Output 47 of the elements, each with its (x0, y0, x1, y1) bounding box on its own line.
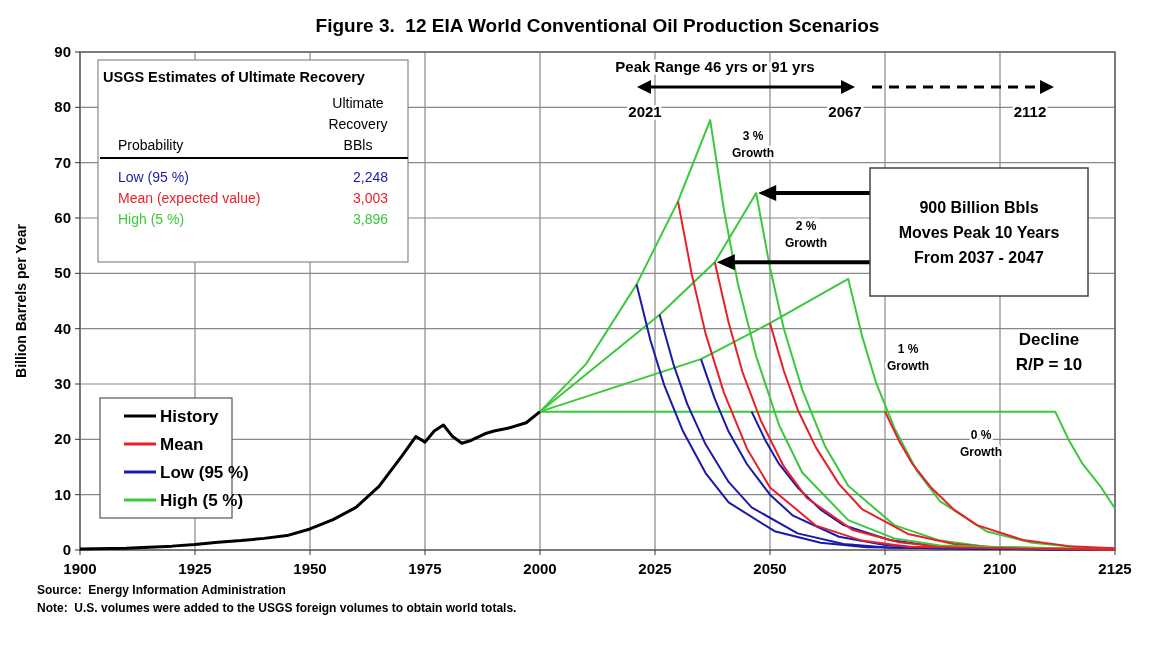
annotation: 900 Billion Bbls Moves Peak 10 Years From 2037 - 2047 (898, 199, 1060, 266)
legend-label: High (5 %) (160, 491, 244, 510)
annotation: 2021 (628, 103, 662, 120)
annotation: High (5 %) (118, 211, 185, 227)
x-tick-label: 1900 (63, 560, 97, 577)
annotation: Peak Range 46 yrs or 91 yrs (615, 58, 815, 75)
annotation: 3 % Growth (732, 128, 774, 160)
x-tick-label: 1975 (408, 560, 442, 577)
annotation: Mean (expected value) (118, 190, 261, 206)
annotation: 3,896 (352, 211, 389, 227)
y-tick-label: 20 (54, 430, 71, 448)
y-tick-label: 10 (54, 485, 71, 503)
annotation: 0 % Growth (960, 427, 1002, 459)
x-tick-label: 2125 (1098, 560, 1132, 577)
legend-label: History (160, 407, 220, 426)
annotation: Ultimate Recovery BBls (328, 95, 388, 153)
annotation: Decline R/P = 10 (1015, 329, 1083, 374)
annotation: 2067 (828, 103, 862, 120)
text: Note: U.S. volumes were added to the USGS foreign volumes to obtain world totals. (37, 601, 517, 615)
x-tick-label: 2000 (523, 560, 557, 577)
y-tick-label: 90 (54, 43, 71, 60)
source-note: Source: Energy Information Administration (37, 583, 286, 597)
chart-title: Figure 3. 12 EIA World Conventional Oil Production Scenarios (315, 15, 880, 36)
annotation: Probability (118, 137, 184, 153)
y-tick-label: 70 (54, 153, 71, 171)
x-tick-label: 2100 (983, 560, 1017, 577)
annotation: 3,003 (352, 190, 389, 206)
annotation: USGS Estimates of Ultimate Recovery (103, 69, 365, 85)
y-tick-label: 80 (54, 98, 71, 116)
x-tick-label: 2025 (638, 560, 672, 577)
annotation: 1 % Growth (887, 341, 929, 373)
legend-label: Mean (160, 435, 204, 454)
y-tick-label: 40 (54, 319, 71, 337)
x-tick-label: 2050 (753, 560, 787, 577)
x-tick-label: 1950 (293, 560, 327, 577)
x-tick-label: 1925 (178, 560, 212, 577)
annotation: 2112 (1013, 103, 1047, 120)
y-tick-label: 50 (54, 264, 71, 282)
annotation: 2 % Growth (785, 218, 827, 250)
y-tick-label: 30 (54, 375, 71, 392)
annotation: Low (95 %) (118, 169, 189, 185)
y-axis-title: Billion Barrels per Year (13, 223, 29, 378)
y-tick-label: 60 (54, 209, 71, 226)
legend-label: Low (95 %) (160, 463, 249, 482)
annotation: 2,248 (352, 169, 389, 185)
x-tick-label: 2075 (868, 560, 902, 577)
y-tick-label: 0 (62, 541, 71, 558)
